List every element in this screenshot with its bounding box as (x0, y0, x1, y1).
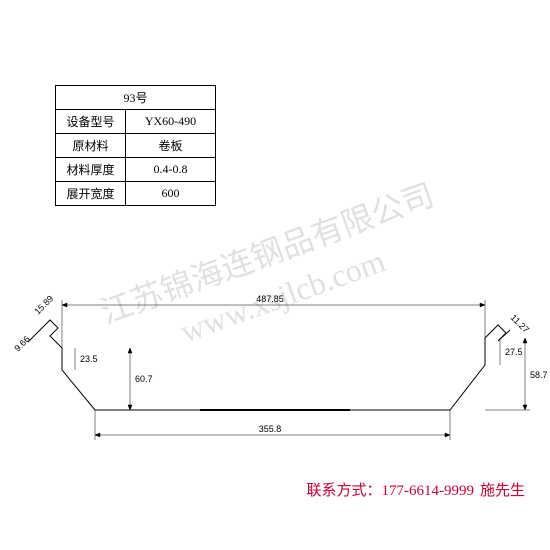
row-value: 0.4-0.8 (126, 158, 216, 182)
row-value: 卷板 (126, 134, 216, 158)
dim-center-height: 60.7 (135, 374, 153, 384)
table-row: 材料厚度 0.4-0.8 (56, 158, 216, 182)
dim-right-height: 58.7 (530, 370, 548, 380)
row-label: 材料厚度 (56, 158, 126, 182)
table-row: 设备型号 YX60-490 (56, 110, 216, 134)
spec-table: 93号 设备型号 YX60-490 原材料 卷板 材料厚度 0.4-0.8 展开… (55, 85, 216, 206)
row-value: YX60-490 (126, 110, 216, 134)
dim-right-vert: 27.5 (505, 347, 523, 357)
contact-info: 联系方式：177-6614-9999 施先生 (306, 479, 525, 500)
table-row: 原材料 卷板 (56, 134, 216, 158)
table-header: 93号 (56, 86, 216, 110)
row-label: 原材料 (56, 134, 126, 158)
dim-top-width: 487.85 (256, 294, 284, 304)
row-label: 展开宽度 (56, 182, 126, 206)
contact-label: 联系方式： (306, 483, 381, 499)
dim-left-vert: 23.5 (80, 354, 98, 364)
profile-diagram: 487.85 355.8 15.89 9.66 23.5 60.7 11.27 (0, 290, 550, 470)
contact-phone: 177-6614-9999 (381, 483, 474, 499)
dim-left-angle: 15.89 (32, 293, 55, 316)
contact-name: 施先生 (480, 483, 525, 499)
dim-left-small: 9.66 (12, 334, 31, 353)
dim-right-small-top: 11.27 (509, 312, 532, 335)
row-label: 设备型号 (56, 110, 126, 134)
row-value: 600 (126, 182, 216, 206)
table-row: 展开宽度 600 (56, 182, 216, 206)
dim-bottom-width: 355.8 (259, 424, 282, 434)
